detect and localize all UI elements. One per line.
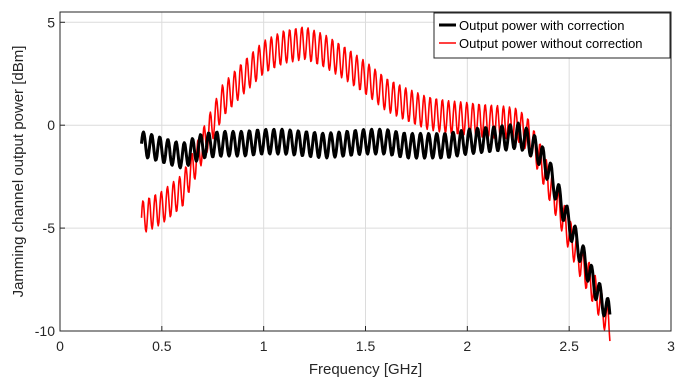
y-tick-label: -10 bbox=[35, 323, 55, 339]
y-axis-label: Jamming channel output power [dBm] bbox=[10, 46, 27, 298]
x-tick-label: 1 bbox=[260, 338, 268, 354]
legend: Output power with correction Output powe… bbox=[433, 12, 671, 59]
y-tick-label: -5 bbox=[43, 220, 56, 236]
legend-box bbox=[433, 12, 671, 59]
axis-ticks: 0 0.5 1 1.5 2 2.5 3 -10 -5 0 5 bbox=[35, 14, 675, 354]
x-tick-label: 0.5 bbox=[152, 338, 172, 354]
x-tick-label: 2 bbox=[463, 338, 471, 354]
x-tick-label: 3 bbox=[667, 338, 675, 354]
y-tick-label: 0 bbox=[47, 117, 55, 133]
plot-series bbox=[140, 26, 612, 342]
x-tick-label: 0 bbox=[56, 338, 64, 354]
x-tick-label: 1.5 bbox=[356, 338, 376, 354]
legend-label-with-correction: Output power with correction bbox=[459, 18, 624, 33]
x-tick-label: 2.5 bbox=[559, 338, 579, 354]
x-axis-label: Frequency [GHz] bbox=[309, 361, 422, 378]
legend-label-without-correction: Output power without correction bbox=[459, 36, 643, 51]
y-tick-label: 5 bbox=[47, 14, 55, 30]
series-line-with-correction bbox=[140, 121, 612, 318]
